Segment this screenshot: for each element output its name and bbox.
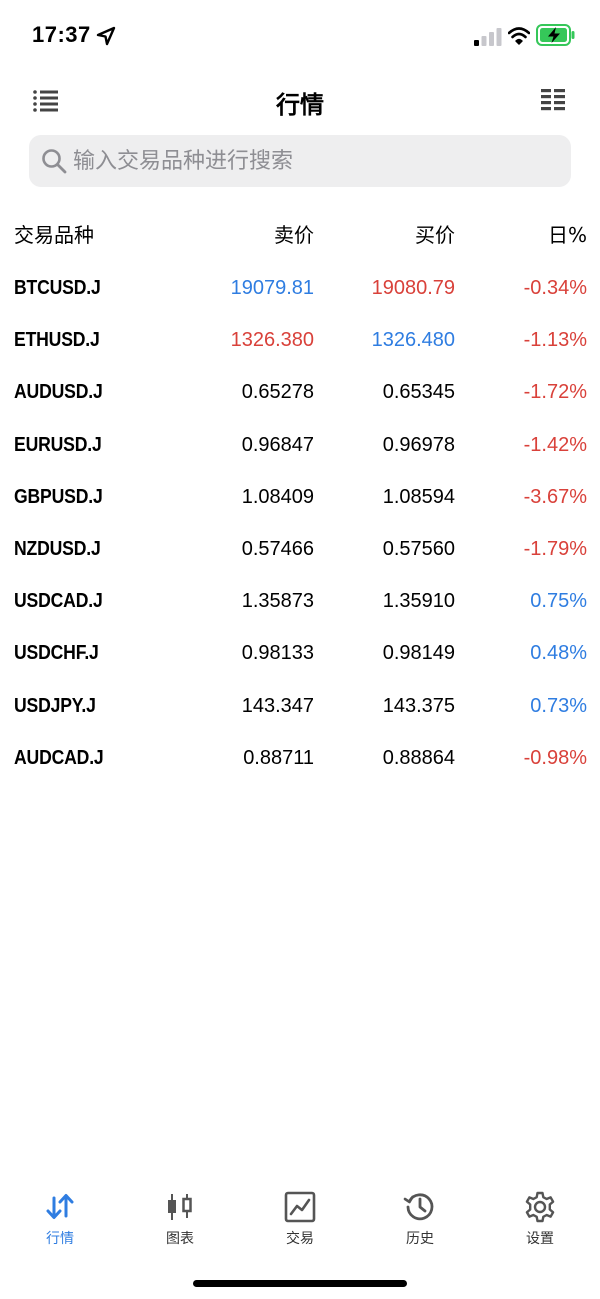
bid-price: 0.98133 (241, 642, 314, 665)
quote-row[interactable]: USDCHF.J 0.98133 0.98149 0.48% (0, 627, 600, 679)
symbol-name: ETHUSD.J (14, 329, 100, 352)
battery-charging-icon (536, 24, 575, 46)
quote-row[interactable]: BTCUSD.J 19079.81 19080.79 -0.34% (0, 262, 600, 314)
history-clock-icon (403, 1193, 434, 1221)
daily-change: -1.79% (523, 537, 587, 560)
daily-change: -0.98% (523, 746, 587, 769)
ask-price: 0.88864 (382, 746, 455, 769)
symbol-name: NZDUSD.J (14, 537, 101, 560)
daily-change: -0.34% (523, 277, 587, 299)
ask-price: 0.98149 (382, 642, 455, 665)
daily-change: 0.75% (530, 590, 587, 613)
gear-icon (525, 1191, 555, 1223)
symbol-name: USDCHF.J (14, 642, 99, 665)
candlestick-chart-icon (168, 1194, 192, 1220)
column-header-symbol: 交易品种 (14, 223, 94, 247)
search-icon (42, 149, 67, 174)
symbol-name: GBPUSD.J (14, 485, 103, 508)
ask-price: 143.375 (382, 694, 455, 717)
cellular-signal-icon (474, 28, 502, 46)
bid-price: 0.88711 (243, 746, 314, 769)
tab-quotes[interactable]: 行情 (0, 1180, 120, 1250)
quote-row[interactable]: AUDCAD.J 0.88711 0.88864 -0.98% (0, 732, 600, 784)
daily-change: -3.67% (523, 485, 587, 508)
quote-row[interactable]: USDCAD.J 1.35873 1.35910 0.75% (0, 575, 600, 627)
ask-price: 1326.480 (371, 329, 455, 352)
symbol-name: AUDCAD.J (14, 746, 104, 769)
symbol-name: USDCAD.J (14, 590, 103, 613)
trade-chart-icon (284, 1191, 316, 1223)
quote-row[interactable]: EURUSD.J 0.96847 0.96978 -1.42% (0, 419, 600, 471)
bid-price: 0.96847 (241, 433, 314, 456)
daily-change: 0.48% (530, 642, 587, 665)
wifi-icon (508, 27, 530, 45)
quote-row[interactable]: ETHUSD.J 1326.380 1326.480 -1.13% (0, 314, 600, 366)
list-menu-icon[interactable] (32, 88, 60, 114)
bid-price: 0.65278 (241, 381, 314, 404)
quote-row[interactable]: AUDUSD.J 0.65278 0.65345 -1.72% (0, 366, 600, 418)
tab-label-trade: 交易 (286, 1231, 314, 1247)
quote-row[interactable]: NZDUSD.J 0.57466 0.57560 -1.79% (0, 523, 600, 575)
bid-price: 0.57466 (241, 537, 314, 560)
nav-header: 行情 (0, 76, 600, 126)
daily-change: 0.73% (530, 694, 587, 717)
bid-price: 143.347 (241, 694, 314, 717)
column-header-daily-change: 日% (547, 223, 587, 247)
ask-price: 1.35910 (382, 590, 455, 613)
search-input[interactable] (73, 135, 553, 187)
quote-row[interactable]: GBPUSD.J 1.08409 1.08594 -3.67% (0, 471, 600, 523)
tab-charts[interactable]: 图表 (120, 1180, 240, 1250)
column-header-ask: 买价 (415, 223, 455, 247)
ask-price: 0.65345 (382, 381, 455, 404)
bottom-tab-bar: 行情 图表 交易 历史 设置 (0, 1180, 600, 1260)
ask-price: 19080.79 (371, 277, 455, 299)
quote-row[interactable]: USDJPY.J 143.347 143.375 0.73% (0, 680, 600, 732)
symbol-name: USDJPY.J (14, 694, 96, 717)
tab-label-settings: 设置 (526, 1231, 554, 1247)
bid-price: 1.35873 (241, 590, 314, 613)
search-box (29, 135, 571, 187)
quote-list: BTCUSD.J 19079.81 19080.79 -0.34% ETHUSD… (0, 262, 600, 784)
home-indicator (193, 1280, 407, 1287)
ask-price: 1.08594 (382, 485, 455, 508)
status-bar: 17:37 (0, 0, 600, 70)
table-header: 交易品种 卖价 买价 日% (0, 219, 600, 255)
bid-price: 19079.81 (230, 277, 314, 299)
bid-price: 1.08409 (241, 485, 314, 508)
symbol-name: BTCUSD.J (14, 277, 101, 299)
daily-change: -1.13% (523, 329, 587, 352)
bid-price: 1326.380 (230, 329, 314, 352)
column-header-bid: 卖价 (274, 223, 314, 247)
quotes-arrows-icon (46, 1194, 74, 1219)
location-arrow-icon (96, 26, 116, 46)
tab-settings[interactable]: 设置 (480, 1180, 600, 1250)
ask-price: 0.57560 (382, 537, 455, 560)
tab-history[interactable]: 历史 (360, 1180, 480, 1250)
tab-label-quotes: 行情 (46, 1231, 74, 1247)
ask-price: 0.96978 (382, 433, 455, 456)
daily-change: -1.72% (523, 381, 587, 404)
columns-layout-icon[interactable] (540, 88, 566, 112)
symbol-name: AUDUSD.J (14, 381, 103, 404)
symbol-name: EURUSD.J (14, 433, 102, 456)
tab-label-charts: 图表 (166, 1231, 194, 1247)
page-title: 行情 (276, 91, 324, 119)
status-time: 17:37 (32, 22, 91, 47)
tab-label-history: 历史 (406, 1231, 434, 1247)
daily-change: -1.42% (523, 433, 587, 456)
tab-trade[interactable]: 交易 (240, 1180, 360, 1250)
